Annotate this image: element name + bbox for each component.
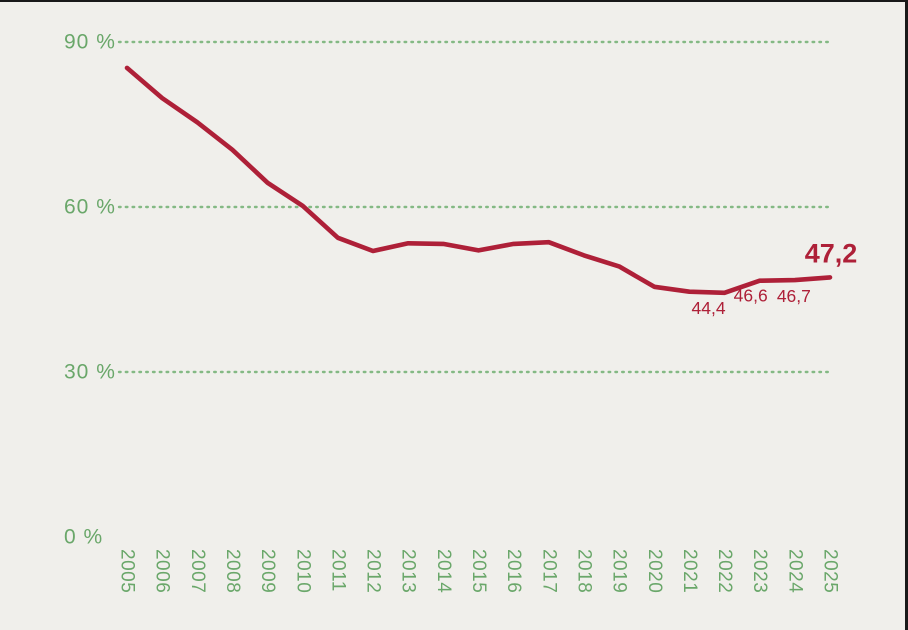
x-axis-year-label: 2018 [573,549,594,593]
x-axis-year-label: 2022 [714,549,735,593]
y-axis-tick-label: 30 % [64,361,116,384]
window-border-top [0,0,908,2]
point-value-label-2023: 46,6 [734,286,768,306]
x-axis-year-label: 2019 [609,549,630,593]
x-axis-year-label: 2011 [327,549,348,592]
point-value-label-2025: 47,2 [805,238,858,268]
point-value-label-2024: 46,7 [777,286,811,306]
point-value-label-2022: 44,4 [692,298,726,318]
x-axis-year-label: 2017 [538,549,559,593]
x-axis-year-label: 2014 [433,549,454,593]
y-axis-tick-label: 90 % [64,31,116,54]
x-axis-year-label: 2025 [820,549,841,593]
x-axis-year-label: 2021 [679,549,700,593]
x-axis-year-label: 2005 [117,549,138,593]
x-axis-year-label: 2010 [292,549,313,593]
x-axis-year-label: 2024 [784,549,805,593]
x-axis-year-label: 2023 [749,549,770,593]
x-axis-year-label: 2016 [503,549,524,593]
y-axis-tick-label: 0 % [64,526,103,549]
trend-line [124,65,833,296]
y-axis-tick-label: 60 % [64,196,116,219]
x-axis-year-label: 2007 [187,549,208,593]
window-border-right [905,0,908,630]
x-axis-year-label: 2006 [152,549,173,593]
x-axis-year-label: 2009 [257,549,278,593]
x-axis-year-label: 2015 [468,549,489,593]
x-axis-year-label: 2020 [644,549,665,593]
x-axis-year-label: 2013 [398,549,419,593]
x-axis-year-label: 2008 [222,549,243,593]
x-axis-year-label: 2012 [363,549,384,593]
